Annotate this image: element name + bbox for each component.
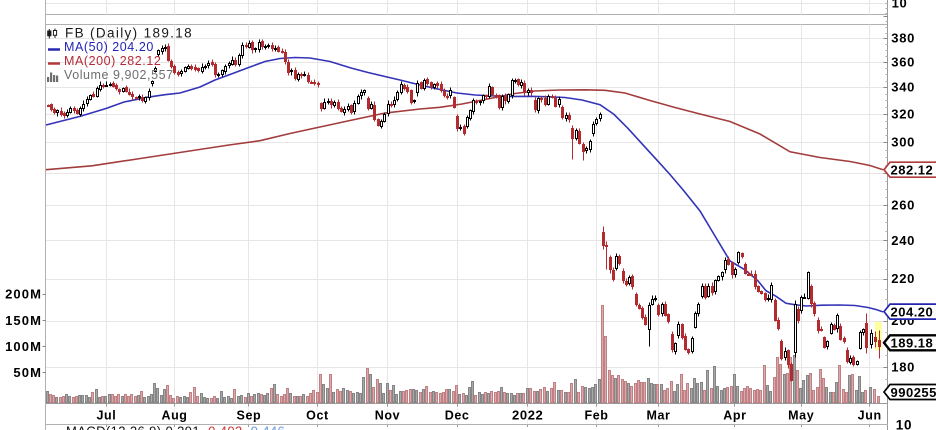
svg-text:282.12: 282.12 [891,163,934,178]
svg-text:Jul: Jul [96,408,116,422]
svg-text:10: 10 [896,418,912,430]
svg-text:Mar: Mar [646,408,670,422]
svg-text:180: 180 [891,359,915,374]
svg-text:Dec: Dec [445,408,470,422]
svg-text:50M: 50M [13,365,42,380]
svg-text:320: 320 [891,106,915,121]
svg-text:MACD(12,26,9) 0.391, 0.403, 0.: MACD(12,26,9) 0.391, 0.403, 0.446 [66,423,285,430]
svg-text:MA(200) 282.12: MA(200) 282.12 [64,54,161,68]
svg-text:Volume 9,902,557: Volume 9,902,557 [64,68,174,82]
svg-text:Jun: Jun [858,408,882,422]
svg-text:204.20: 204.20 [891,304,934,319]
svg-text:189.18: 189.18 [891,336,934,351]
svg-text:Apr: Apr [723,408,746,422]
svg-text:Aug: Aug [161,408,187,422]
svg-text:Feb: Feb [584,408,608,422]
svg-text:360: 360 [891,55,915,70]
svg-text:9902557: 9902557 [891,385,936,400]
svg-text:FB (Daily) 189.18: FB (Daily) 189.18 [65,25,193,40]
svg-text:260: 260 [891,198,915,213]
svg-text:MA(50) 204.20: MA(50) 204.20 [64,40,154,54]
svg-text:200M: 200M [5,286,42,301]
svg-text:Nov: Nov [375,408,400,422]
svg-text:150M: 150M [5,313,42,328]
svg-text:10: 10 [892,0,908,11]
svg-text:340: 340 [891,80,915,95]
svg-text:Oct: Oct [306,408,329,422]
svg-text:Sep: Sep [237,408,262,422]
svg-text:300: 300 [891,135,915,150]
svg-text:220: 220 [891,271,915,286]
svg-text:240: 240 [891,233,915,248]
svg-text:100M: 100M [5,339,42,354]
svg-text:2022: 2022 [512,407,543,422]
svg-text:May: May [788,408,814,422]
svg-text:380: 380 [891,31,915,46]
